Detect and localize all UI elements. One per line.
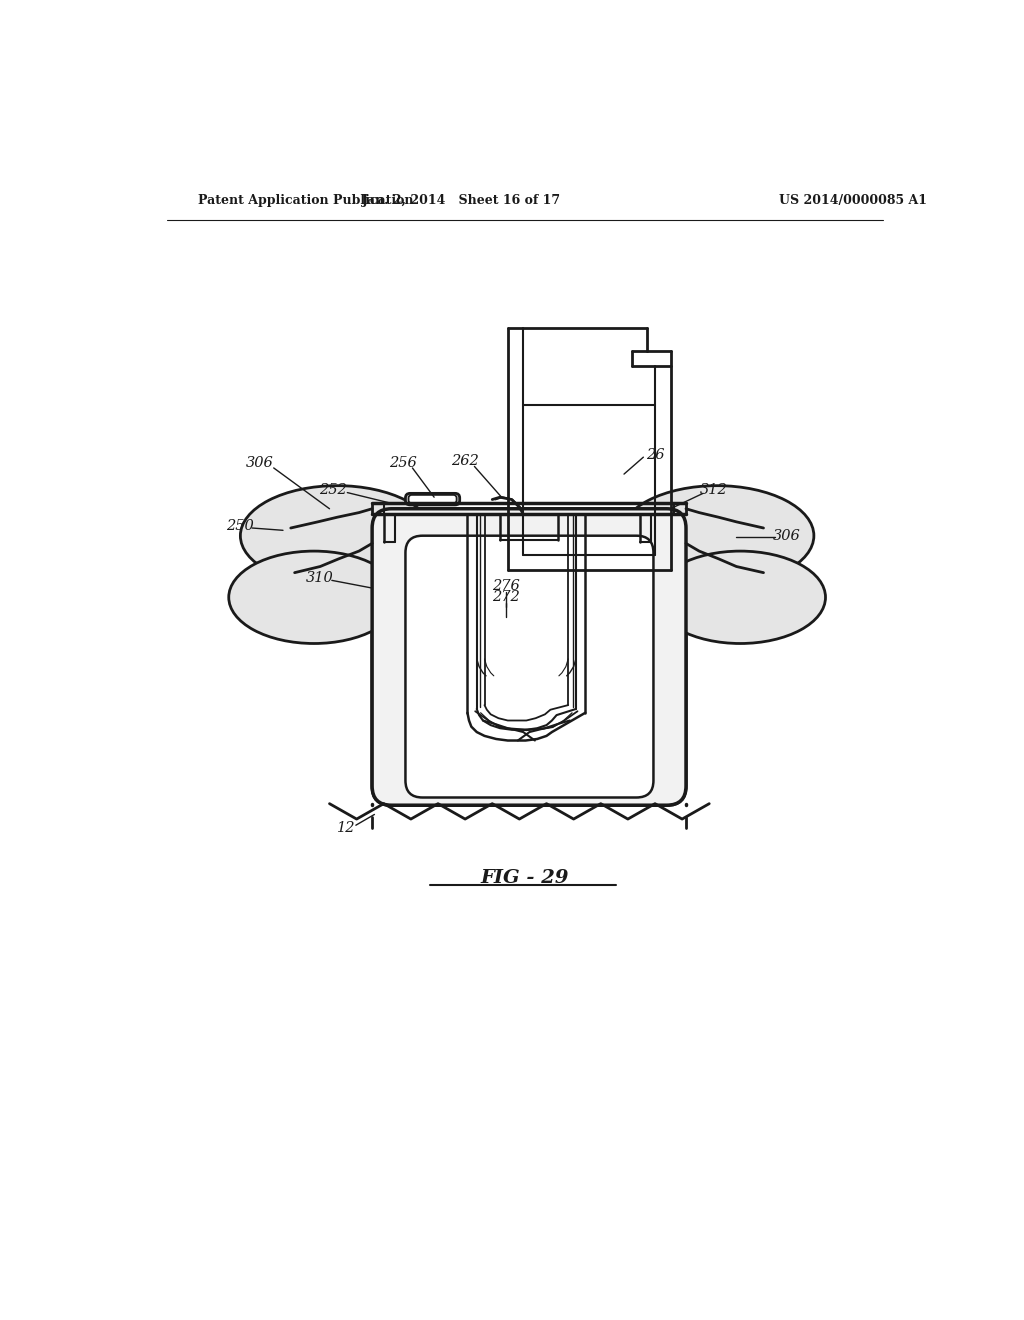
Text: 262: 262 [452,454,479,469]
Text: 252: 252 [319,483,347,496]
FancyBboxPatch shape [406,536,653,797]
Text: 272: 272 [493,590,520,605]
Text: 12: 12 [337,821,355,836]
Text: 276: 276 [493,578,520,593]
Text: 312: 312 [700,483,728,496]
FancyBboxPatch shape [409,495,457,503]
Ellipse shape [228,552,399,644]
Ellipse shape [655,552,825,644]
Text: US 2014/0000085 A1: US 2014/0000085 A1 [779,194,927,207]
FancyBboxPatch shape [372,508,686,805]
Text: 310: 310 [306,572,334,585]
FancyBboxPatch shape [372,508,686,805]
Ellipse shape [621,486,814,586]
Text: 306: 306 [773,529,801,543]
Text: 26: 26 [646,447,665,462]
Text: 256: 256 [389,455,417,470]
FancyBboxPatch shape [406,494,460,506]
Text: 250: 250 [226,520,254,533]
Text: Patent Application Publication: Patent Application Publication [198,194,414,207]
Text: FIG - 29: FIG - 29 [480,870,569,887]
Text: Jan. 2, 2014   Sheet 16 of 17: Jan. 2, 2014 Sheet 16 of 17 [361,194,561,207]
Ellipse shape [241,486,434,586]
FancyBboxPatch shape [406,536,653,797]
Text: 306: 306 [246,455,273,470]
